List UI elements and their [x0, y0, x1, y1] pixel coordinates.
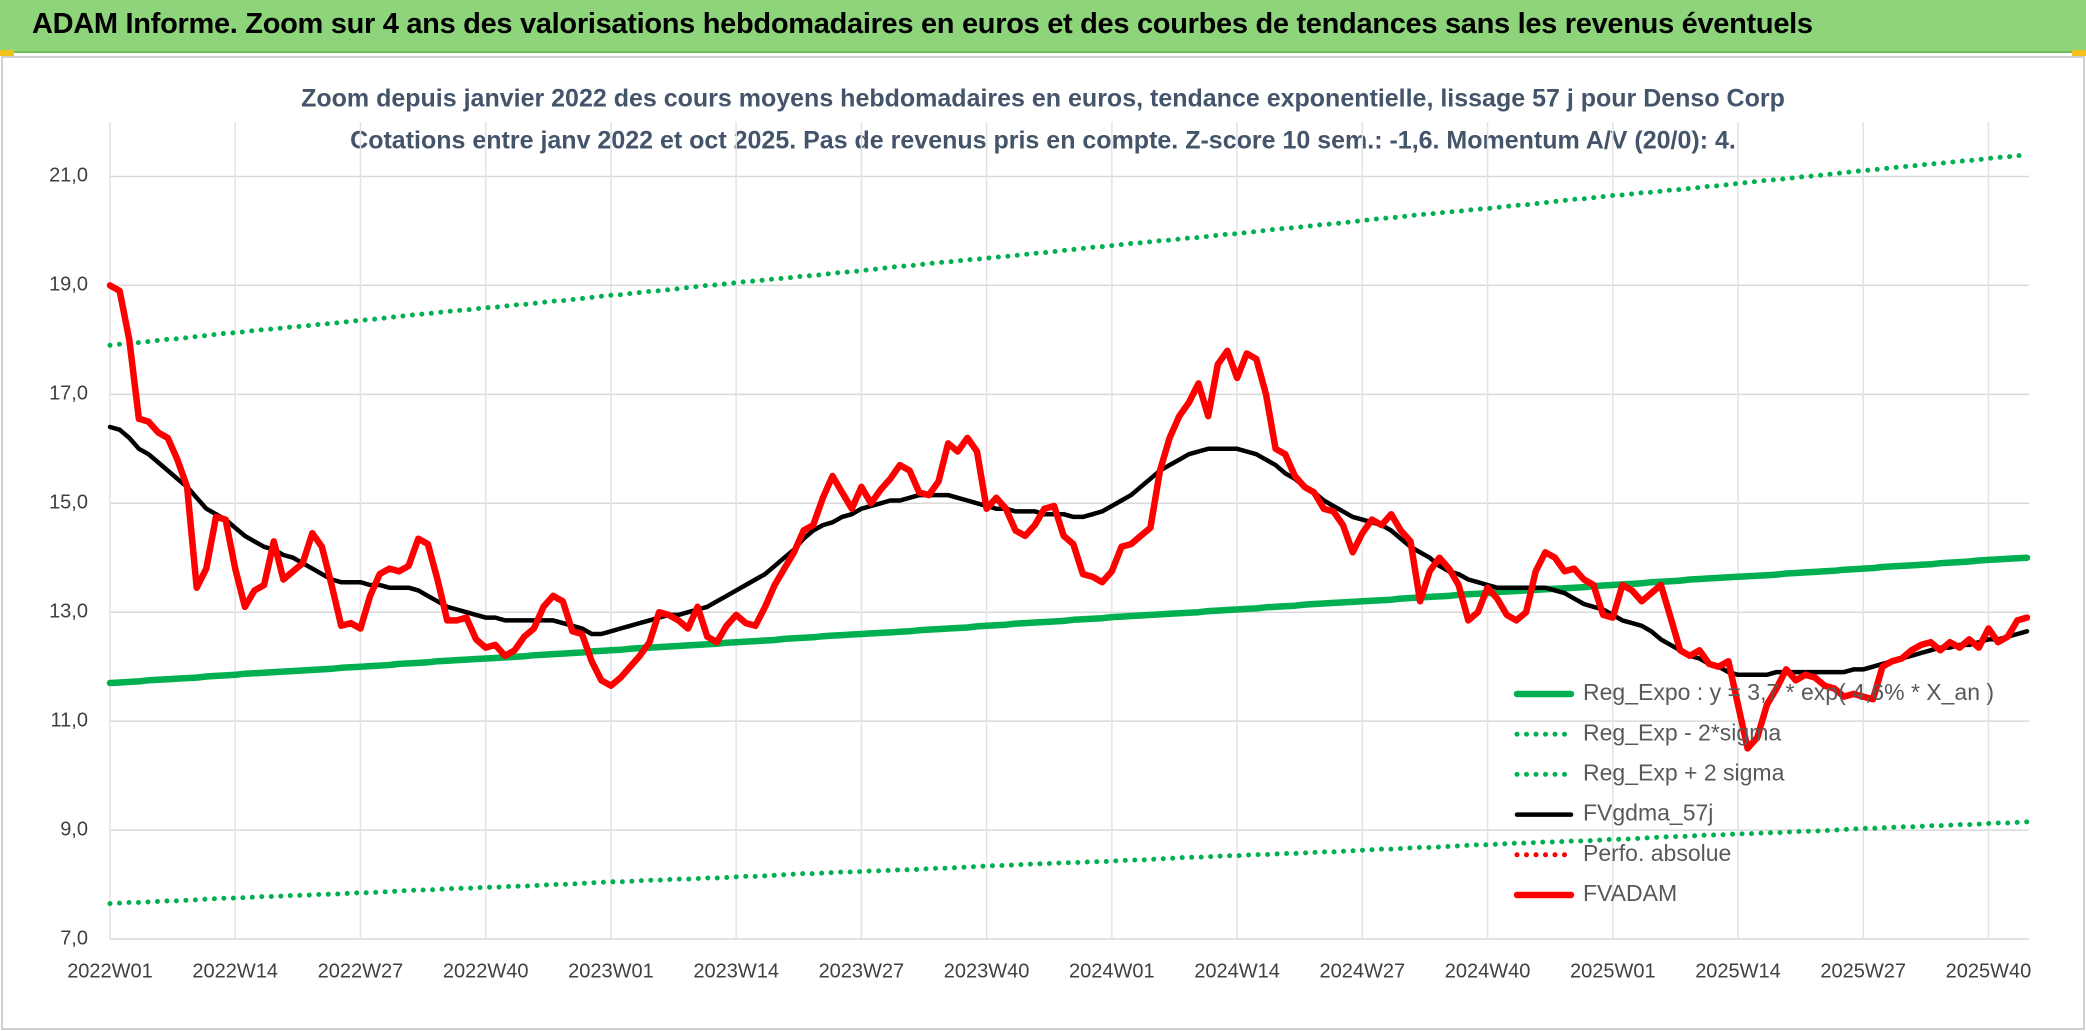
x-tick-label: 2022W14 [192, 960, 278, 982]
legend-label: FVADAM [1583, 880, 1677, 906]
y-tick-label: 17,0 [49, 383, 88, 405]
chart-subtitle: Cotations entre janv 2022 et oct 2025. P… [350, 127, 1736, 155]
x-tick-label: 2023W01 [568, 960, 654, 982]
corner-accent [0, 50, 14, 56]
x-tick-label: 2025W40 [1946, 960, 2032, 982]
series-line [106, 554, 2031, 687]
x-tick-label: 2025W01 [1570, 960, 1656, 982]
chart-title: Zoom depuis janvier 2022 des cours moyen… [301, 85, 1785, 113]
x-tick-label: 2023W27 [819, 960, 905, 982]
legend-label: Reg_Expo : y = 3,7 * exp( 4,6% * X_an ) [1583, 679, 1994, 705]
series-line [106, 282, 2031, 752]
x-tick-label: 2025W14 [1695, 960, 1781, 982]
x-tick-label: 2024W27 [1319, 960, 1405, 982]
x-tick-label: 2022W27 [318, 960, 404, 982]
series-line [107, 152, 2030, 348]
y-tick-label: 21,0 [49, 165, 88, 187]
x-tick-label: 2023W40 [944, 960, 1030, 982]
x-tick-label: 2025W27 [1820, 960, 1906, 982]
x-tick-label: 2024W01 [1069, 960, 1155, 982]
x-tick-label: 2023W14 [693, 960, 779, 982]
x-tick-label: 2022W40 [443, 960, 529, 982]
y-tick-label: 7,0 [60, 927, 88, 949]
x-tick-label: 2024W14 [1194, 960, 1280, 982]
legend-label: Reg_Exp - 2*sigma [1583, 719, 1781, 745]
series-line [107, 424, 2030, 678]
legend-label: Perfo. absolue [1583, 840, 1731, 866]
chart-frame [1, 56, 2085, 1030]
legend-label: Reg_Exp + 2 sigma [1583, 759, 1785, 785]
x-tick-label: 2022W01 [67, 960, 153, 982]
y-tick-label: 19,0 [49, 274, 88, 296]
y-tick-label: 15,0 [49, 492, 88, 514]
y-tick-label: 9,0 [60, 818, 88, 840]
grid [109, 122, 2029, 940]
legend-label: FVgdma_57j [1583, 800, 1713, 826]
corner-accent [2072, 50, 2086, 56]
header-bar: ADAM Informe. Zoom sur 4 ans des valoris… [0, 0, 2086, 53]
series-line [107, 819, 2030, 907]
header-title: ADAM Informe. Zoom sur 4 ans des valoris… [32, 8, 1813, 40]
y-tick-label: 11,0 [51, 709, 88, 731]
legend: Reg_Expo : y = 3,7 * exp( 4,6% * X_an ) R… [1513, 679, 1994, 906]
y-tick-label: 13,0 [49, 600, 88, 622]
x-tick-label: 2024W40 [1445, 960, 1531, 982]
